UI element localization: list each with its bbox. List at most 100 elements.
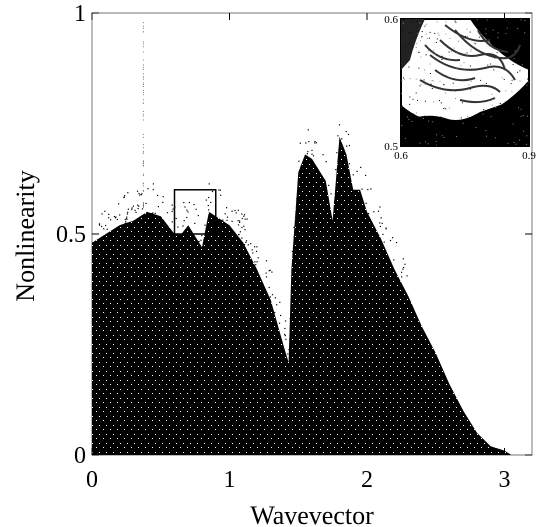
inset-dot — [519, 70, 521, 72]
scatter-dot — [142, 66, 144, 68]
scatter-dot — [200, 239, 202, 241]
inset-dot — [408, 118, 410, 120]
inset-dot — [491, 104, 493, 106]
inset-dot — [456, 68, 458, 70]
inset-dot — [502, 21, 504, 22]
scatter-dot — [385, 227, 387, 229]
inset-dot — [416, 20, 418, 22]
inset-dot — [452, 82, 454, 84]
inset-dot — [401, 124, 403, 126]
scatter-dot — [141, 193, 143, 195]
inset-dot — [414, 142, 416, 144]
inset-dot — [527, 78, 529, 80]
scatter-dot — [188, 201, 190, 204]
inset-dot — [429, 31, 431, 33]
scatter-dot — [252, 252, 254, 254]
scatter-dot — [110, 219, 112, 221]
inset-dot — [463, 62, 465, 64]
inset-dot — [490, 116, 492, 118]
scatter-dot — [115, 216, 117, 218]
scatter-dot — [393, 259, 395, 261]
inset-dot — [464, 53, 466, 55]
scatter-dot — [325, 161, 327, 163]
scatter-dot — [142, 133, 144, 135]
inset-swirl — [429, 54, 516, 81]
scatter-dot — [268, 270, 270, 272]
inset-dot — [495, 23, 497, 25]
scatter-dot — [147, 188, 149, 190]
inset-dot — [493, 134, 495, 136]
inset-dot — [526, 84, 528, 86]
scatter-dot — [352, 174, 354, 176]
inset-dot — [417, 99, 418, 101]
inset-dot — [526, 135, 528, 137]
scatter-dot — [142, 151, 144, 153]
scatter-dot — [291, 250, 293, 253]
scatter-dot — [142, 86, 144, 87]
scatter-dot — [296, 198, 298, 200]
inset-dot — [500, 102, 501, 104]
inset-dot — [469, 88, 471, 90]
scatter-dot — [345, 130, 347, 133]
inset-dot — [469, 31, 471, 33]
scatter-dot — [241, 213, 243, 215]
inset-dot — [445, 21, 447, 23]
scatter-dot — [138, 205, 140, 207]
inset-dot — [454, 20, 456, 22]
inset-dot — [429, 73, 431, 74]
inset-dot — [513, 142, 515, 143]
scatter-dot — [333, 201, 336, 203]
scatter-dot — [271, 294, 274, 296]
inset-dot — [518, 107, 520, 109]
scatter-dot — [257, 257, 259, 259]
y-tick-label: 1 — [74, 1, 86, 27]
scatter-dot — [284, 327, 286, 330]
inset-dot — [440, 102, 442, 104]
scatter-dot — [113, 216, 116, 218]
scatter-dot — [142, 204, 144, 206]
scatter-dot — [98, 224, 101, 226]
inset-dot — [419, 22, 421, 24]
inset-y-tick-label: 0.6 — [384, 14, 398, 26]
inset-dot — [415, 47, 417, 48]
inset-dot — [445, 33, 447, 35]
scatter-dot — [219, 189, 221, 191]
scatter-dot — [287, 353, 289, 355]
inset-dot — [519, 80, 521, 82]
inset-dot — [496, 106, 498, 108]
inset-dot — [412, 21, 414, 23]
inset-dot — [513, 58, 515, 60]
scatter-dot — [346, 145, 348, 147]
inset-dot — [492, 21, 494, 23]
inset-dot — [431, 88, 433, 89]
scatter-dot — [284, 335, 286, 337]
scatter-dot — [308, 141, 310, 143]
inset-dot — [504, 121, 506, 123]
inset-dot — [419, 85, 421, 87]
scatter-dot — [265, 260, 268, 262]
scatter-dot — [307, 129, 309, 131]
scatter-dot — [306, 153, 308, 155]
scatter-dot — [115, 217, 117, 219]
scatter-dot — [131, 207, 133, 209]
scatter-dot — [142, 202, 144, 203]
scatter-dot — [328, 184, 330, 186]
inset-dot — [402, 22, 404, 24]
scatter-dot — [237, 220, 239, 222]
scatter-dot — [126, 218, 128, 220]
scatter-dot — [142, 82, 144, 84]
inset-dot — [427, 50, 429, 52]
scatter-dot — [123, 196, 125, 198]
scatter-dot — [271, 271, 273, 273]
inset-dot — [474, 43, 476, 45]
inset-dot — [514, 121, 516, 123]
scatter-dot — [198, 240, 200, 243]
scatter-dot — [142, 165, 144, 166]
inset-dot — [480, 79, 482, 81]
scatter-dot — [108, 213, 110, 215]
scatter-dot — [294, 217, 296, 219]
scatter-dot — [118, 203, 120, 205]
scatter-dot — [231, 210, 233, 212]
inset-swirl — [419, 79, 501, 93]
inset-dot — [520, 108, 522, 110]
